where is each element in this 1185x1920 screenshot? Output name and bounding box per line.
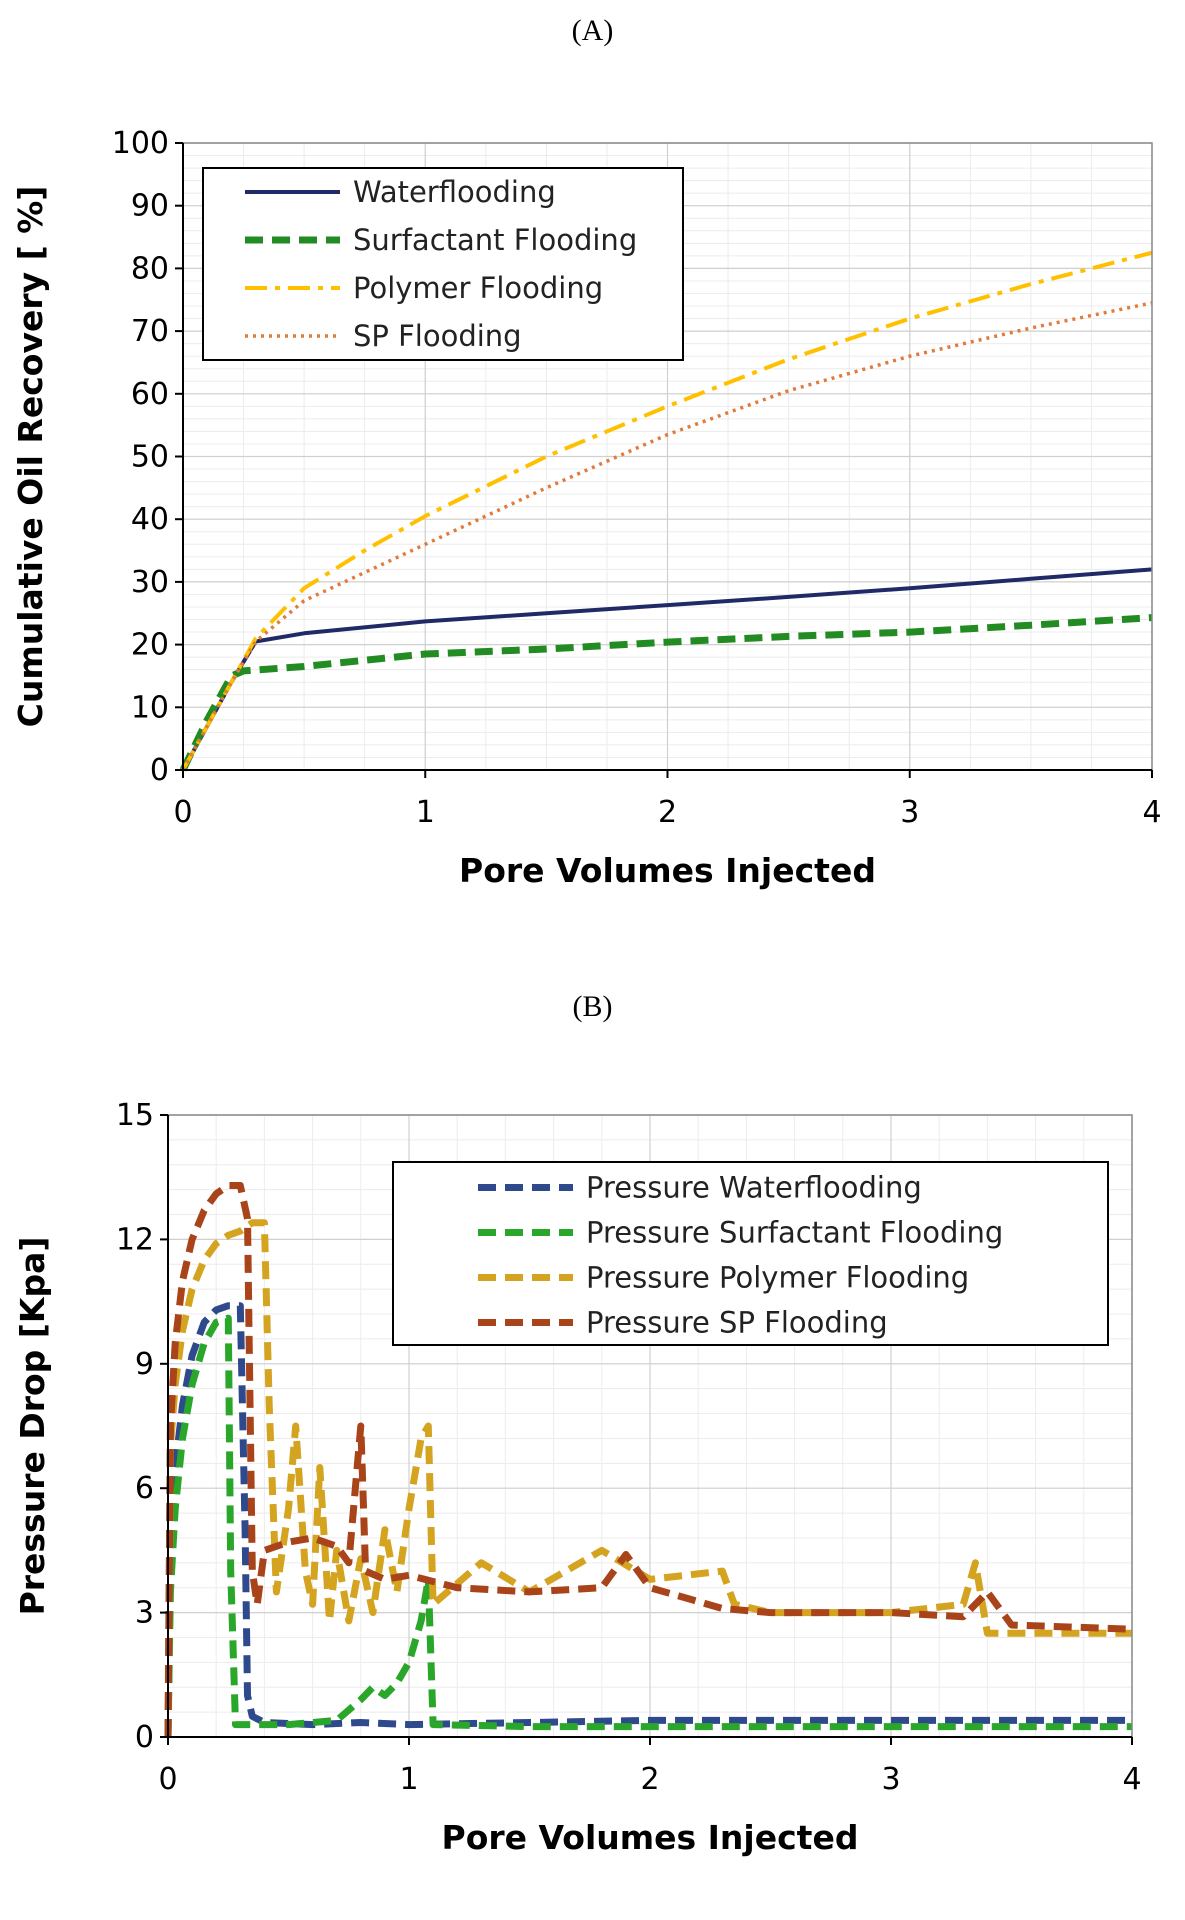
legend-label-3: Polymer Flooding — [353, 271, 603, 305]
legend-box — [202, 167, 684, 361]
series-line-2 — [179, 614, 1153, 772]
chart-a: 0 10 20 30 40 50 60 70 80 90 100 0 1 2 3 4 Pore Volumes … — [11, 126, 1162, 890]
legend-label-2: Surfactant Flooding — [353, 223, 637, 257]
series-line-1 — [164, 1302, 1132, 1738]
x-tick-label: 4 — [1122, 1762, 1141, 1797]
legend-box — [392, 1161, 1109, 1346]
y-tick-label: 90 — [131, 189, 169, 224]
series-line-4 — [164, 1182, 1133, 1738]
y-tick-label: 70 — [131, 314, 169, 349]
y-axis-title: Pressure Drop [Kpa] — [13, 1237, 52, 1616]
x-tick-label: 2 — [640, 1762, 659, 1797]
y-tick-label: 80 — [131, 251, 169, 286]
series-group — [179, 250, 1153, 772]
y-tick-label: 3 — [135, 1596, 154, 1631]
y-tick-label: 15 — [116, 1098, 154, 1133]
x-axis-title: Pore Volumes Injected — [442, 1818, 859, 1857]
panel-b-label: (B) — [572, 990, 613, 1023]
x-tick-label: 0 — [158, 1762, 177, 1797]
y-tick-label: 9 — [135, 1347, 154, 1382]
y-tick-label: 12 — [116, 1222, 154, 1257]
y-tick-label: 10 — [131, 690, 169, 725]
legend-label-1: Waterflooding — [353, 175, 556, 209]
x-tick-label: 4 — [1142, 795, 1161, 830]
y-axis-title: Cumulative Oil Recovery [ %] — [11, 186, 50, 728]
x-tick-label: 2 — [658, 795, 677, 830]
legend-label-3: Pressure Polymer Flooding — [586, 1261, 969, 1295]
legend-label-1: Pressure Waterflooding — [586, 1171, 922, 1205]
y-tick-label: 40 — [131, 502, 169, 537]
panel-a-label: (A) — [571, 14, 614, 47]
series-line-3 — [164, 1219, 1132, 1738]
x-axis-title: Pore Volumes Injected — [459, 851, 876, 890]
legend-label-4: SP Flooding — [353, 319, 522, 353]
legend-label-4: Pressure SP Flooding — [586, 1306, 888, 1340]
series-line-3 — [181, 250, 1153, 771]
series-line-2 — [164, 1314, 1132, 1738]
legend-label-2: Pressure Surfactant Flooding — [586, 1216, 1003, 1250]
y-tick-label: 30 — [131, 565, 169, 600]
y-tick-label: 20 — [131, 628, 169, 663]
x-tick-label: 3 — [900, 795, 919, 830]
y-tick-label: 60 — [131, 377, 169, 412]
y-tick-label: 0 — [135, 1720, 154, 1755]
series-line-4 — [181, 301, 1153, 771]
x-tick-label: 1 — [399, 1762, 418, 1797]
series-group — [164, 1182, 1133, 1738]
y-tick-label: 100 — [112, 126, 169, 161]
x-tick-label: 3 — [881, 1762, 900, 1797]
y-tick-label: 50 — [131, 440, 169, 475]
y-tick-label: 6 — [135, 1471, 154, 1506]
y-tick-label: 0 — [150, 753, 169, 788]
x-tick-label: 0 — [173, 795, 192, 830]
legend: Pressure Waterflooding Pressure Surfactan… — [392, 1161, 1109, 1346]
x-tick-label: 1 — [416, 795, 435, 830]
legend: Waterflooding Surfactant Flooding Polymer … — [202, 167, 684, 361]
